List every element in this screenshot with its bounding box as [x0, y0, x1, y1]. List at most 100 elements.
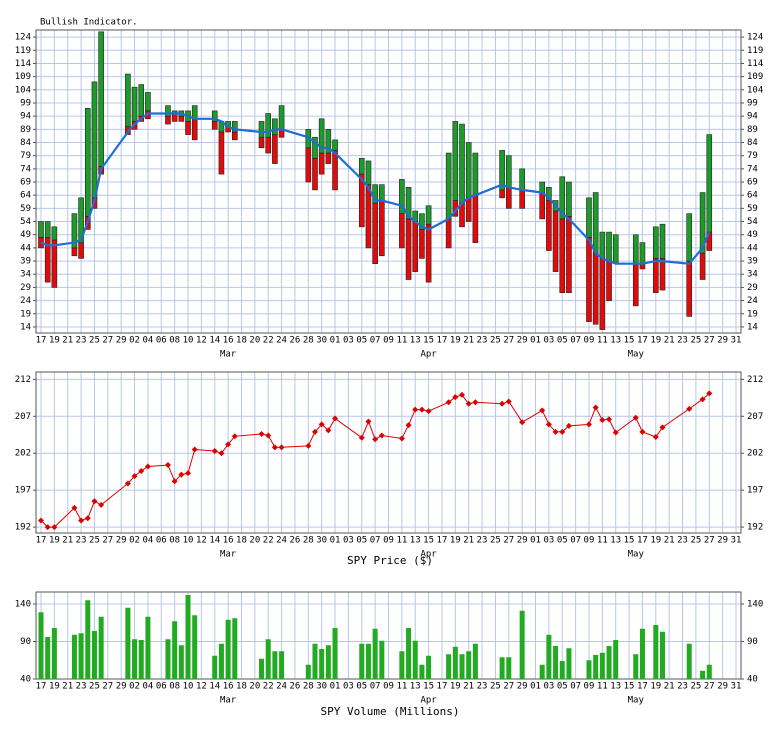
y-tick-label: 34 [20, 270, 31, 280]
x-tick-label: 09 [383, 336, 394, 346]
x-tick-label: 23 [677, 536, 688, 546]
price-point [98, 501, 105, 508]
price-point [659, 424, 666, 431]
y-tick-label-right: 44 [747, 243, 758, 253]
volume-bar [559, 661, 565, 679]
down-bar [552, 210, 559, 272]
volume-bar [132, 639, 138, 679]
volume-bar [98, 616, 104, 679]
x-tick-label: 17 [637, 682, 648, 692]
up-bar [78, 197, 84, 243]
volume-bar [165, 639, 171, 679]
x-tick-label: 17 [36, 682, 47, 692]
volume-bar [78, 633, 84, 679]
volume-bar [225, 619, 231, 679]
volume-bar [459, 654, 465, 679]
price-point [191, 446, 198, 453]
x-tick-label: 11 [396, 336, 407, 346]
x-tick-label: 09 [584, 536, 595, 546]
x-tick-label: 27 [102, 682, 113, 692]
down-bar [632, 263, 639, 307]
x-tick-label: 17 [437, 536, 448, 546]
price-point [539, 407, 546, 414]
up-bar [499, 150, 505, 191]
volume-bar [506, 657, 512, 679]
y-tick-label: 114 [15, 59, 31, 69]
y-tick-label: 89 [20, 125, 31, 135]
y-tick-label-right: 94 [747, 112, 758, 122]
down-bar [419, 229, 425, 259]
x-tick-label: 01 [530, 336, 541, 346]
down-bar [218, 131, 225, 175]
down-bar [332, 150, 338, 191]
volume-bar [566, 648, 572, 679]
down-bar [379, 200, 385, 257]
x-tick-label: 12 [196, 682, 207, 692]
volume-bar [365, 643, 371, 679]
up-bar [452, 121, 459, 201]
volume-bar [406, 628, 412, 679]
y-tick-label: 104 [15, 85, 31, 95]
y-tick-label: 49 [20, 230, 31, 240]
price-point [565, 422, 572, 429]
x-tick-label: 20 [249, 336, 260, 346]
down-bar [519, 189, 525, 209]
up-bar [459, 123, 465, 204]
x-tick-label: 21 [664, 536, 675, 546]
volume-bar [312, 643, 318, 679]
volume-bar [192, 615, 198, 679]
y-tick-label: 140 [15, 600, 31, 610]
x-tick-label: 07 [370, 536, 381, 546]
trend-line [40, 112, 711, 265]
y-tick-label-right: 59 [747, 204, 758, 214]
y-tick-label-right: 74 [747, 164, 758, 174]
y-tick-label: 39 [20, 257, 31, 267]
x-tick-label: 04 [143, 536, 154, 546]
x-tick-label: 21 [664, 682, 675, 692]
price-point [318, 421, 325, 428]
up-bar [125, 73, 131, 127]
x-tick-label: 03 [543, 536, 554, 546]
x-tick-label: 29 [717, 336, 728, 346]
x-tick-label: 29 [116, 682, 127, 692]
x-tick-label: 05 [557, 336, 568, 346]
volume-bar [519, 610, 525, 679]
price-point [258, 431, 265, 438]
x-tick-label: 29 [116, 536, 127, 546]
price-point [231, 433, 238, 440]
price-point [271, 444, 278, 451]
down-bar [325, 152, 332, 164]
up-bar [44, 221, 51, 238]
x-tick-label: 03 [343, 536, 354, 546]
up-bar [258, 121, 265, 138]
volume-bar [145, 616, 151, 679]
down-bar [592, 252, 599, 325]
up-bar [546, 186, 552, 201]
x-tick-label: 24 [276, 682, 287, 692]
x-tick-label: 10 [183, 336, 194, 346]
up-bar [639, 242, 646, 265]
down-bar [171, 113, 178, 122]
price-point [452, 394, 459, 401]
y-tick-label-right: 99 [747, 98, 758, 108]
y-tick-label-right: 124 [747, 33, 763, 43]
volume-bar [45, 637, 51, 679]
x-tick-label: 08 [169, 336, 180, 346]
x-tick-label: 11 [597, 536, 608, 546]
down-bar [165, 115, 171, 125]
up-bar [405, 186, 412, 220]
x-tick-label: 19 [49, 336, 60, 346]
x-tick-label: 07 [370, 336, 381, 346]
y-tick-label-right: 212 [747, 375, 763, 385]
x-tick-label: 19 [650, 682, 661, 692]
price-point [465, 400, 472, 407]
x-tick-label: 14 [209, 536, 220, 546]
x-tick-label: 21 [463, 536, 474, 546]
x-tick-label: 29 [717, 536, 728, 546]
price-point [552, 428, 559, 435]
up-bar [566, 181, 572, 217]
x-tick-label: 23 [76, 536, 87, 546]
x-tick-label: 27 [704, 336, 715, 346]
volume-bar [426, 655, 432, 679]
x-tick-label: 23 [76, 682, 87, 692]
